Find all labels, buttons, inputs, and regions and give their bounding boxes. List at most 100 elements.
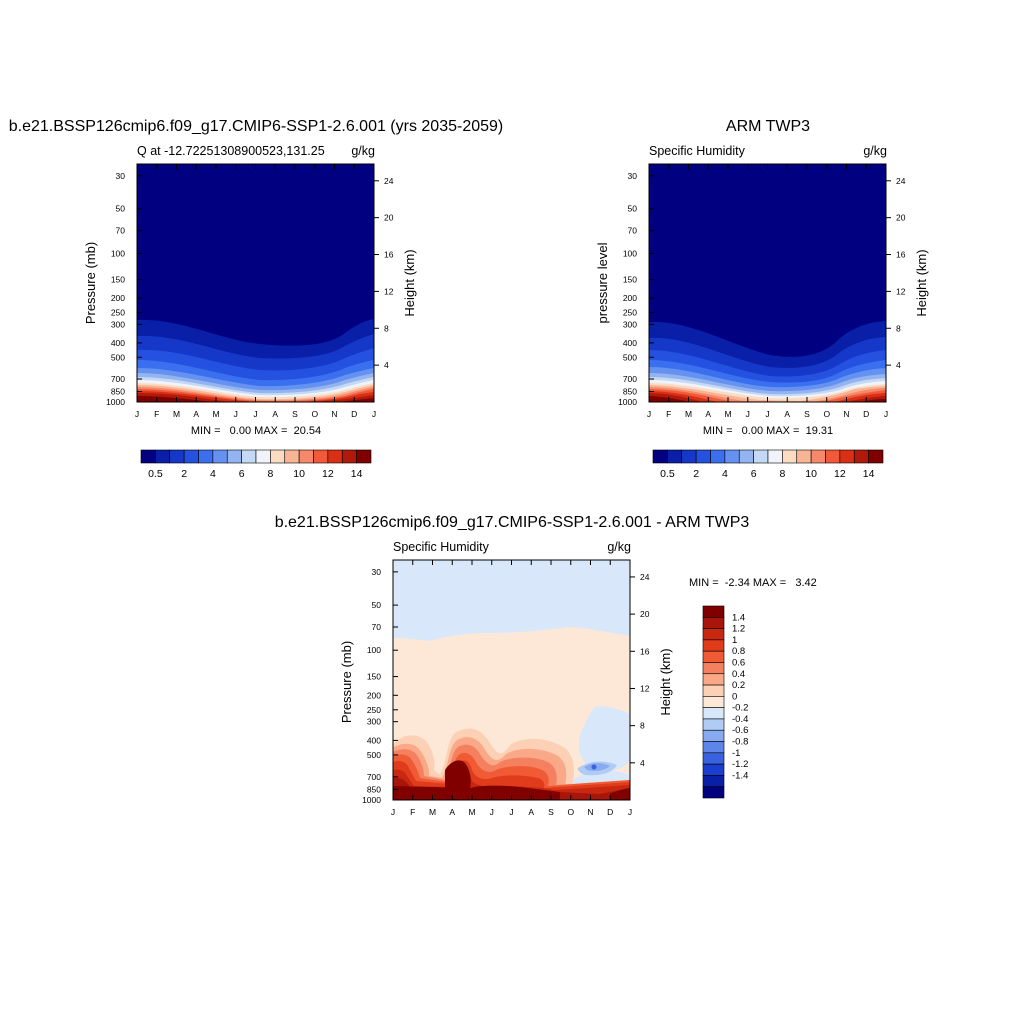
diff-y-tick-label: 200 (367, 690, 381, 700)
diff-panel-ylabel: Pressure (mb) (339, 641, 354, 723)
left-colorbar-box (155, 449, 171, 464)
left-colorbar-label: 4 (210, 468, 216, 480)
diff-panel-stats: MIN = -2.34 MAX = 3.42 (689, 577, 817, 589)
left-h-tick-label: 12 (384, 286, 394, 296)
right-h-tick-label: 24 (896, 176, 906, 186)
right-y-tick-label: 1000 (618, 397, 637, 407)
right-colorbar-label: 8 (779, 468, 785, 480)
right-x-tick-label: A (705, 409, 711, 419)
diff-y-tick-label: 300 (367, 717, 381, 727)
right-panel-ylabel: pressure level (595, 242, 610, 323)
diff-y-tick-label: 30 (372, 567, 382, 577)
diff-colorbar-label: 1 (732, 635, 737, 646)
left-x-tick-label: A (272, 409, 278, 419)
left-colorbar-label: 6 (239, 468, 245, 480)
left-y-tick-label: 30 (116, 171, 126, 181)
left-y-tick-label: 400 (111, 338, 125, 348)
right-y-tick-label: 100 (623, 248, 637, 258)
diff-colorbar-label: 1.2 (732, 624, 745, 635)
diff-h-tick-label: 12 (640, 683, 650, 693)
diff-colorbar-box (702, 684, 725, 697)
right-colorbar-box (810, 449, 826, 464)
right-x-tick-label: J (765, 409, 769, 419)
left-panel-stats: MIN = 0.00 MAX = 20.54 (191, 425, 321, 437)
diff-h-tick-label: 20 (640, 609, 650, 619)
right-y-tick-label: 70 (628, 225, 638, 235)
left-plot-area (136, 163, 375, 403)
diff-y-tick-label: 850 (367, 784, 381, 794)
diff-colorbar-label: -0.4 (732, 714, 748, 725)
left-panel-title: b.e21.BSSP126cmip6.f09_g17.CMIP6-SSP1-2.… (9, 118, 504, 135)
right-colorbar-box (710, 449, 726, 464)
right-y-tick-label: 500 (623, 352, 637, 362)
right-y-tick-label: 50 (628, 204, 638, 214)
right-colorbar-box (796, 449, 812, 464)
left-colorbar-label: 10 (293, 468, 305, 480)
right-plot-area (648, 163, 887, 403)
right-colorbar-box (753, 449, 769, 464)
diff-x-tick-label: M (468, 807, 475, 817)
left-y-tick-label: 250 (111, 308, 125, 318)
diff-h-tick-label: 4 (640, 758, 645, 768)
right-x-tick-label: J (884, 409, 888, 419)
diff-y-tick-label: 250 (367, 705, 381, 715)
right-y-tick-label: 250 (623, 308, 637, 318)
left-h-tick-label: 24 (384, 176, 394, 186)
left-colorbar-box (140, 449, 156, 464)
right-colorbar-label: 4 (722, 468, 728, 480)
diff-colorbar-label: 0.8 (732, 646, 745, 657)
diff-colorbar-label: -0.6 (732, 725, 748, 736)
diff-y-tick-label: 1000 (362, 795, 381, 805)
right-h-tick-label: 4 (896, 360, 901, 370)
right-colorbar-box (868, 449, 884, 464)
diff-colorbar-label: 0.6 (732, 657, 745, 668)
right-x-tick-label: J (647, 409, 651, 419)
diff-x-tick-label: S (548, 807, 554, 817)
right-colorbar-box (652, 449, 668, 464)
right-y-tick-label: 200 (623, 293, 637, 303)
diff-y-tick-label: 500 (367, 750, 381, 760)
left-h-tick-label: 8 (384, 323, 389, 333)
right-panel-ylabel-right: Height (km) (914, 249, 929, 316)
right-colorbar-box (738, 449, 754, 464)
left-y-tick-label: 700 (111, 374, 125, 384)
right-panel-stats: MIN = 0.00 MAX = 19.31 (703, 425, 833, 437)
right-x-tick-label: N (843, 409, 849, 419)
right-colorbar-label: 2 (693, 468, 699, 480)
left-x-tick-label: O (311, 409, 318, 419)
diff-colorbar-label: 0.4 (732, 669, 745, 680)
diff-colorbar-label: 0 (732, 691, 737, 702)
left-x-tick-label: D (351, 409, 357, 419)
diff-colorbar-box (702, 628, 725, 641)
left-colorbar-box (226, 449, 242, 464)
right-panel-title: ARM TWP3 (726, 118, 810, 135)
left-colorbar-box (298, 449, 314, 464)
diff-band-upper-negative (393, 560, 630, 641)
left-y-tick-label: 100 (111, 248, 125, 258)
right-colorbar-box (839, 449, 855, 464)
right-x-tick-label: S (804, 409, 810, 419)
right-y-tick-label: 700 (623, 374, 637, 384)
left-colorbar-box (313, 449, 329, 464)
diff-x-tick-label: A (528, 807, 534, 817)
left-colorbar-box (356, 449, 372, 464)
left-x-tick-label: S (292, 409, 298, 419)
right-colorbar-box (767, 449, 783, 464)
right-colorbar-label: 10 (805, 468, 817, 480)
diff-band-pos-core-2 (610, 788, 630, 800)
diff-band-neg-core (591, 764, 597, 770)
diff-panel-units: g/kg (607, 540, 631, 554)
diff-band-neg-3 (584, 763, 610, 771)
diff-x-tick-label: N (587, 807, 593, 817)
diff-colorbar-box (702, 650, 725, 663)
diff-x-tick-label: J (628, 807, 632, 817)
left-panel-ylabel-right: Height (km) (402, 249, 417, 316)
diff-band-pos-core-1 (393, 785, 560, 800)
left-y-tick-label: 50 (116, 204, 126, 214)
left-h-tick-label: 4 (384, 360, 389, 370)
right-colorbar-box (825, 449, 841, 464)
diff-colorbar-label: -0.2 (732, 703, 748, 714)
diff-y-tick-label: 700 (367, 772, 381, 782)
